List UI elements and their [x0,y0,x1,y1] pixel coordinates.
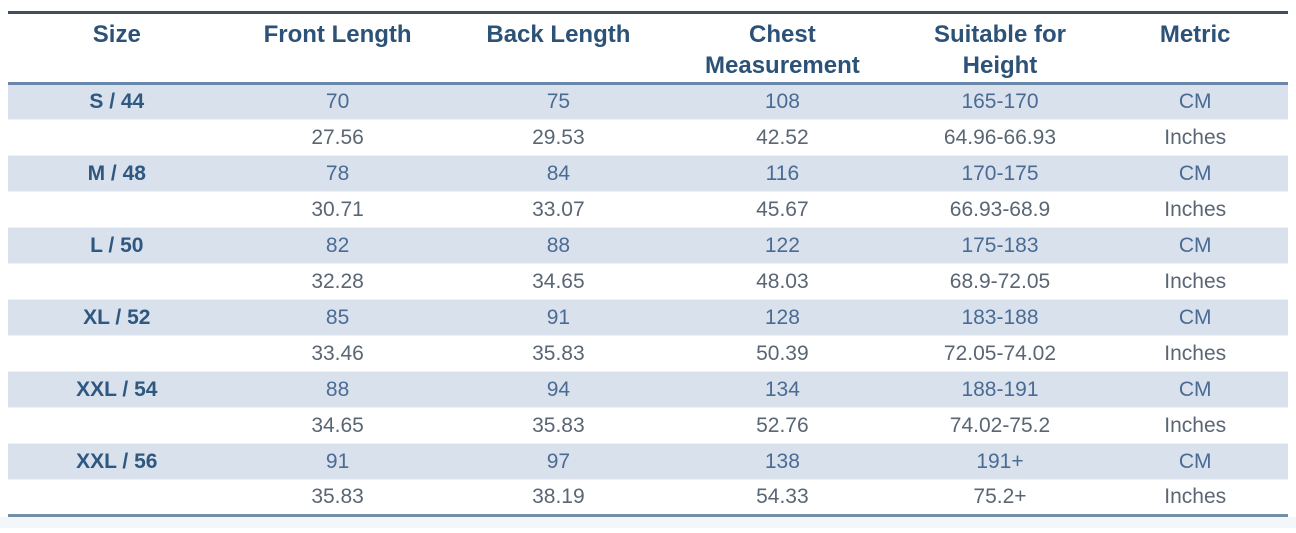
value-cell: 128 [667,299,898,336]
table-wrapper: Size Front Length Back Length Chest Meas… [8,11,1288,517]
metric-cell: Inches [1102,119,1288,156]
value-cell: 82 [225,227,450,264]
size-cell [8,191,226,228]
size-cell [8,479,226,516]
metric-cell: CM [1102,155,1288,192]
value-cell: 42.52 [667,119,898,156]
table-row: S / 44 70 75 108 165-170 CM [8,83,1288,120]
value-cell: 34.65 [225,407,450,444]
value-cell: 183-188 [897,299,1103,336]
value-cell: 35.83 [449,335,668,372]
size-cell [8,119,226,156]
table-body: S / 44 70 75 108 165-170 CM 27.56 29.53 42.52 64.… [8,83,1288,516]
value-cell: 134 [667,371,898,408]
column-header-back-length: Back Length [449,12,668,85]
size-cell [8,407,226,444]
value-cell: 50.39 [667,335,898,372]
size-chart-table: Size Front Length Back Length Chest Meas… [8,11,1288,517]
value-cell: 91 [225,443,450,480]
table-row: XXL / 56 91 97 138 191+ CM [8,443,1288,480]
metric-cell: CM [1102,371,1288,408]
value-cell: 45.67 [667,191,898,228]
value-cell: 94 [449,371,668,408]
size-cell: XL / 52 [8,299,226,336]
metric-cell: CM [1102,227,1288,264]
value-cell: 72.05-74.02 [897,335,1103,372]
size-cell: M / 48 [8,155,226,192]
value-cell: 175-183 [897,227,1103,264]
value-cell: 34.65 [449,263,668,300]
value-cell: 64.96-66.93 [897,119,1103,156]
metric-cell: Inches [1102,479,1288,516]
value-cell: 170-175 [897,155,1103,192]
column-header-size: Size [8,12,226,85]
metric-cell: Inches [1102,407,1288,444]
metric-cell: Inches [1102,191,1288,228]
value-cell: 33.07 [449,191,668,228]
metric-cell: CM [1102,443,1288,480]
value-cell: 27.56 [225,119,450,156]
value-cell: 116 [667,155,898,192]
size-cell: XXL / 56 [8,443,226,480]
value-cell: 35.83 [225,479,450,516]
table-row: 27.56 29.53 42.52 64.96-66.93 Inches [8,119,1288,156]
column-header-chest-measurement: Chest Measurement [667,12,898,85]
metric-cell: Inches [1102,263,1288,300]
value-cell: 75.2+ [897,479,1103,516]
bottom-margin-strip [0,517,1296,528]
value-cell: 66.93-68.9 [897,191,1103,228]
size-cell: S / 44 [8,83,226,120]
table-row: 32.28 34.65 48.03 68.9-72.05 Inches [8,263,1288,300]
value-cell: 165-170 [897,83,1103,120]
table-row: 30.71 33.07 45.67 66.93-68.9 Inches [8,191,1288,228]
table-row: 35.83 38.19 54.33 75.2+ Inches [8,479,1288,516]
value-cell: 52.76 [667,407,898,444]
value-cell: 30.71 [225,191,450,228]
metric-cell: CM [1102,83,1288,120]
value-cell: 91 [449,299,668,336]
value-cell: 38.19 [449,479,668,516]
metric-cell: CM [1102,299,1288,336]
table-row: 33.46 35.83 50.39 72.05-74.02 Inches [8,335,1288,372]
value-cell: 35.83 [449,407,668,444]
table-row: L / 50 82 88 122 175-183 CM [8,227,1288,264]
value-cell: 54.33 [667,479,898,516]
value-cell: 32.28 [225,263,450,300]
table-row: XL / 52 85 91 128 183-188 CM [8,299,1288,336]
value-cell: 188-191 [897,371,1103,408]
size-cell: L / 50 [8,227,226,264]
table-row: XXL / 54 88 94 134 188-191 CM [8,371,1288,408]
value-cell: 29.53 [449,119,668,156]
value-cell: 68.9-72.05 [897,263,1103,300]
column-header-suitable-height: Suitable for Height [897,12,1103,85]
value-cell: 84 [449,155,668,192]
value-cell: 97 [449,443,668,480]
value-cell: 78 [225,155,450,192]
table-row: M / 48 78 84 116 170-175 CM [8,155,1288,192]
value-cell: 88 [225,371,450,408]
value-cell: 122 [667,227,898,264]
metric-cell: Inches [1102,335,1288,372]
value-cell: 74.02-75.2 [897,407,1103,444]
value-cell: 108 [667,83,898,120]
size-cell [8,335,226,372]
value-cell: 33.46 [225,335,450,372]
column-header-front-length: Front Length [225,12,450,85]
value-cell: 138 [667,443,898,480]
value-cell: 48.03 [667,263,898,300]
table-row: 34.65 35.83 52.76 74.02-75.2 Inches [8,407,1288,444]
value-cell: 85 [225,299,450,336]
value-cell: 88 [449,227,668,264]
column-header-metric: Metric [1102,12,1288,85]
header-row: Size Front Length Back Length Chest Meas… [8,12,1288,85]
size-cell: XXL / 54 [8,371,226,408]
value-cell: 70 [225,83,450,120]
value-cell: 191+ [897,443,1103,480]
value-cell: 75 [449,83,668,120]
size-cell [8,263,226,300]
